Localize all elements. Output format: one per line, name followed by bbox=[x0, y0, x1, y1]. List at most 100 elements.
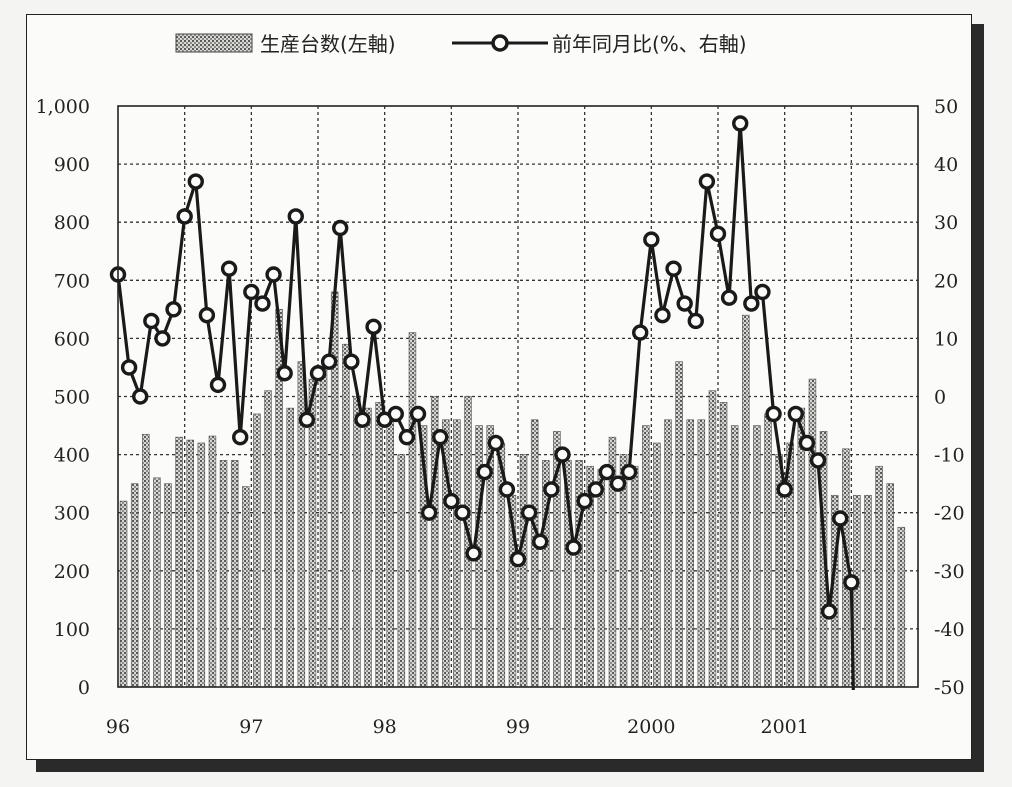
line-point bbox=[298, 411, 316, 428]
line-point bbox=[643, 231, 660, 248]
line-point bbox=[220, 260, 238, 277]
line-point bbox=[509, 550, 527, 568]
bar bbox=[253, 413, 261, 688]
legend-bar-swatch bbox=[175, 33, 253, 53]
line-point bbox=[320, 353, 338, 370]
line-point bbox=[465, 545, 482, 562]
line-point bbox=[287, 208, 304, 225]
line-series bbox=[109, 115, 860, 691]
bar bbox=[719, 402, 728, 688]
line-point bbox=[665, 260, 682, 277]
line-point bbox=[332, 219, 349, 237]
bar bbox=[208, 435, 217, 688]
line-point bbox=[365, 318, 382, 335]
line-point bbox=[765, 405, 782, 423]
bar bbox=[264, 390, 272, 688]
line-point bbox=[409, 405, 427, 423]
bar bbox=[286, 407, 294, 688]
bar bbox=[342, 343, 350, 688]
line-point bbox=[598, 463, 616, 481]
line-point bbox=[498, 481, 516, 498]
line-point bbox=[343, 353, 360, 370]
left-tick-label: 900 bbox=[54, 154, 90, 176]
line-point bbox=[687, 312, 704, 330]
bar bbox=[886, 483, 894, 688]
bar bbox=[297, 361, 306, 688]
right-tick-label: 20 bbox=[934, 270, 958, 292]
bar bbox=[742, 314, 750, 688]
left-tick-label: 100 bbox=[54, 619, 90, 641]
bar bbox=[364, 407, 372, 688]
bar bbox=[753, 425, 761, 688]
line-point bbox=[809, 452, 827, 469]
bar bbox=[897, 526, 906, 688]
line-point bbox=[243, 283, 260, 301]
x-tick-label: 99 bbox=[506, 716, 530, 738]
line-point bbox=[165, 301, 182, 318]
line-point bbox=[676, 295, 693, 312]
line-point bbox=[265, 266, 282, 283]
bar bbox=[697, 419, 706, 688]
legend: 生産台数(左軸) 前年同月比(%、右軸) bbox=[175, 32, 747, 56]
line-point bbox=[120, 359, 138, 376]
line-point bbox=[532, 533, 549, 550]
bar bbox=[764, 413, 772, 688]
line-point bbox=[198, 306, 216, 324]
bar bbox=[675, 361, 683, 688]
x-tick-label: 96 bbox=[106, 716, 130, 738]
line-point bbox=[820, 603, 838, 620]
line-point bbox=[709, 225, 727, 243]
x-tick-label: 2000 bbox=[627, 716, 675, 738]
line-point bbox=[576, 492, 593, 510]
left-tick-label: 500 bbox=[54, 387, 90, 409]
right-tick-label: -40 bbox=[934, 619, 965, 641]
bar bbox=[375, 402, 383, 688]
bar bbox=[397, 454, 406, 688]
right-tick-label: -50 bbox=[934, 677, 965, 699]
line-point bbox=[387, 405, 404, 423]
legend-bar-label: 生産台数(左軸) bbox=[260, 32, 396, 56]
right-tick-label: 50 bbox=[934, 96, 958, 118]
bar bbox=[242, 486, 250, 688]
line-point bbox=[776, 481, 793, 498]
x-tick-label: 2001 bbox=[760, 716, 808, 738]
line-point bbox=[232, 428, 249, 446]
left-tick-label: 400 bbox=[54, 445, 90, 467]
left-axis-ticks: 0 100 200 300 400 500 600 700 800 900 1,000 bbox=[36, 96, 90, 699]
line-point bbox=[698, 173, 716, 190]
line-point bbox=[743, 295, 760, 312]
left-tick-label: 800 bbox=[54, 212, 90, 234]
bar bbox=[786, 442, 794, 688]
bar bbox=[164, 483, 172, 688]
bar bbox=[330, 291, 339, 688]
bar bbox=[230, 460, 239, 688]
legend-line-label: 前年同月比(%、右軸) bbox=[552, 32, 747, 56]
line-point bbox=[832, 510, 849, 527]
bar bbox=[408, 332, 417, 688]
bar bbox=[597, 468, 606, 688]
series-line bbox=[116, 121, 855, 691]
line-point bbox=[520, 504, 538, 521]
bar bbox=[353, 396, 361, 688]
right-tick-label: -30 bbox=[934, 561, 965, 583]
right-tick-label: 30 bbox=[934, 212, 958, 234]
line-point bbox=[143, 312, 160, 330]
bar bbox=[519, 454, 528, 688]
line-point bbox=[609, 475, 627, 492]
bar bbox=[664, 419, 672, 688]
line-point bbox=[254, 295, 271, 312]
bar bbox=[708, 390, 717, 688]
line-point bbox=[732, 115, 749, 132]
line-point bbox=[632, 324, 649, 341]
left-tick-label: 600 bbox=[54, 328, 90, 350]
bar bbox=[875, 465, 883, 688]
bar bbox=[864, 494, 872, 688]
bar bbox=[853, 494, 861, 688]
bar bbox=[530, 419, 539, 688]
left-tick-label: 700 bbox=[54, 270, 90, 292]
line-point bbox=[420, 504, 438, 521]
line-point bbox=[565, 539, 582, 556]
bar bbox=[197, 442, 206, 688]
line-point bbox=[443, 492, 460, 510]
bar bbox=[130, 483, 139, 688]
